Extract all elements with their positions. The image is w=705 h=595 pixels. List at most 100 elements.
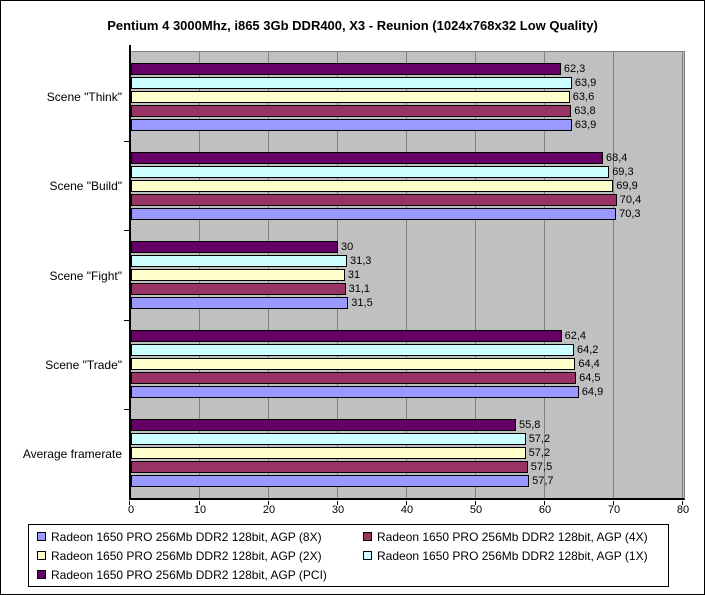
bar-value-label: 31,3 (350, 255, 372, 267)
category-group-0: 62,3 63,9 63,6 63,8 63,9 (131, 52, 683, 141)
bar-value-label: 31,1 (348, 283, 371, 295)
bar (131, 269, 345, 281)
bar (131, 255, 347, 267)
bar-value-label: 30 (341, 241, 354, 253)
legend-label: Radeon 1650 PRO 256Mb DDR2 128bit, AGP (… (51, 529, 322, 544)
category-axis-tick-2 (124, 230, 129, 231)
value-axis-tick-60 (544, 501, 545, 505)
value-axis-tick-70 (613, 501, 614, 505)
bar (131, 283, 346, 295)
bar-value-label: 63,9 (574, 118, 597, 131)
bar-row: 64,5 (131, 372, 683, 385)
bar-value-label: 64,5 (579, 372, 601, 385)
bar-value-label: 70,4 (619, 193, 642, 206)
legend-swatch-icon (363, 532, 372, 541)
gridline-40 (406, 52, 407, 498)
bar (131, 62, 561, 75)
value-axis-tick-0 (129, 501, 130, 505)
bar (131, 207, 617, 220)
bar-row: 63,9 (131, 76, 683, 89)
bar-row: 57,2 (131, 433, 683, 446)
value-axis-label-30: 30 (331, 504, 345, 516)
value-axis-labels: 0 10 20 30 40 50 60 70 80 (1, 504, 704, 518)
bar-row: 31 (131, 269, 683, 281)
bar-groups: 62,3 63,9 63,6 63,8 63,9 68,4 69,3 69,9 70,4 70,3… (131, 52, 683, 498)
bar-row: 31,3 (131, 255, 683, 267)
value-axis-tick-80 (682, 501, 683, 505)
bar (131, 241, 338, 253)
category-label-3: Scene "Trade" (45, 357, 122, 372)
bar (131, 151, 603, 164)
chart-title: Pentium 4 3000Mhz, i865 3Gb DDR400, X3 -… (107, 18, 598, 33)
value-axis-tick-30 (337, 501, 338, 505)
bar-row: 64,2 (131, 344, 683, 357)
legend-item-0: Radeon 1650 PRO 256Mb DDR2 128bit, AGP (… (37, 527, 363, 546)
bar-value-label: 62,3 (563, 62, 586, 75)
bar-row: 63,6 (131, 90, 683, 103)
bar (131, 475, 530, 488)
category-axis-line-stub (129, 45, 131, 52)
gridline-80 (682, 52, 683, 498)
legend-label: Radeon 1650 PRO 256Mb DDR2 128bit, AGP (… (377, 548, 648, 563)
value-axis-label-0: 0 (127, 504, 135, 516)
bar-value-label: 63,6 (572, 90, 595, 103)
value-axis-label-70: 70 (607, 504, 621, 516)
category-label-2: Scene "Fight" (49, 268, 122, 283)
value-axis-label-50: 50 (469, 504, 483, 516)
value-axis-label-10: 10 (193, 504, 207, 516)
bar-row: 69,9 (131, 179, 683, 192)
bar-value-label: 63,9 (574, 76, 597, 89)
bar-row: 62,4 (131, 330, 683, 343)
bar (131, 118, 572, 131)
bar (131, 447, 526, 460)
legend-item-1: Radeon 1650 PRO 256Mb DDR2 128bit, AGP (… (363, 527, 668, 546)
category-axis-tick-1 (124, 141, 129, 142)
value-axis-label-40: 40 (400, 504, 414, 516)
legend-swatch-icon (37, 551, 46, 560)
bar-value-label: 57,5 (530, 461, 553, 474)
bar-row: 57,5 (131, 461, 683, 474)
bar (131, 179, 614, 192)
bar (131, 165, 610, 178)
gridline-60 (544, 52, 545, 498)
legend-label: Radeon 1650 PRO 256Mb DDR2 128bit, AGP (… (51, 567, 327, 582)
value-axis-label-20: 20 (262, 504, 276, 516)
legend-item-4: Radeon 1650 PRO 256Mb DDR2 128bit, AGP (… (37, 565, 363, 584)
legend-item-2: Radeon 1650 PRO 256Mb DDR2 128bit, AGP (… (37, 546, 363, 565)
bar-value-label: 31,5 (351, 297, 373, 309)
bar (131, 358, 576, 371)
legend-label: Radeon 1650 PRO 256Mb DDR2 128bit, AGP (… (51, 548, 322, 563)
category-group-3: 62,4 64,2 64,4 64,5 64,9 (131, 320, 683, 409)
bar-row: 55,8 (131, 419, 683, 432)
category-label-1: Scene "Build" (49, 179, 122, 194)
category-group-4: 55,8 57,2 57,2 57,5 57,7 (131, 409, 683, 498)
bar-value-label: 70,3 (619, 207, 641, 220)
bar-value-label: 64,2 (577, 344, 599, 357)
value-axis-label-80: 80 (676, 504, 690, 516)
bar-row: 64,4 (131, 358, 683, 371)
legend-item-3: Radeon 1650 PRO 256Mb DDR2 128bit, AGP (… (363, 546, 668, 565)
bar-value-label: 57,7 (532, 475, 554, 488)
bar (131, 297, 349, 309)
bar (131, 193, 617, 206)
bar-value-label: 62,4 (564, 330, 587, 343)
bar-row: 63,9 (131, 118, 683, 131)
bar (131, 90, 570, 103)
category-axis-labels: Scene "Think" Scene "Build" Scene "Fight" S… (1, 52, 122, 499)
bar-row: 70,3 (131, 207, 683, 220)
bar-value-label: 55,8 (519, 419, 541, 432)
bar-row: 62,3 (131, 62, 683, 75)
bar-value-label: 64,4 (578, 358, 600, 371)
bar-row: 30 (131, 241, 683, 253)
gridline-50 (475, 52, 476, 498)
bar (131, 76, 572, 89)
value-axis-tick-10 (199, 501, 200, 505)
category-label-0: Scene "Think" (46, 89, 122, 104)
bar-row: 68,4 (131, 151, 683, 164)
bar-value-label: 63,8 (574, 104, 596, 117)
bar-value-label: 69,9 (616, 179, 638, 192)
bar-row: 69,3 (131, 165, 683, 178)
bar-value-label: 68,4 (606, 151, 628, 164)
bar-row: 64,9 (131, 386, 683, 399)
